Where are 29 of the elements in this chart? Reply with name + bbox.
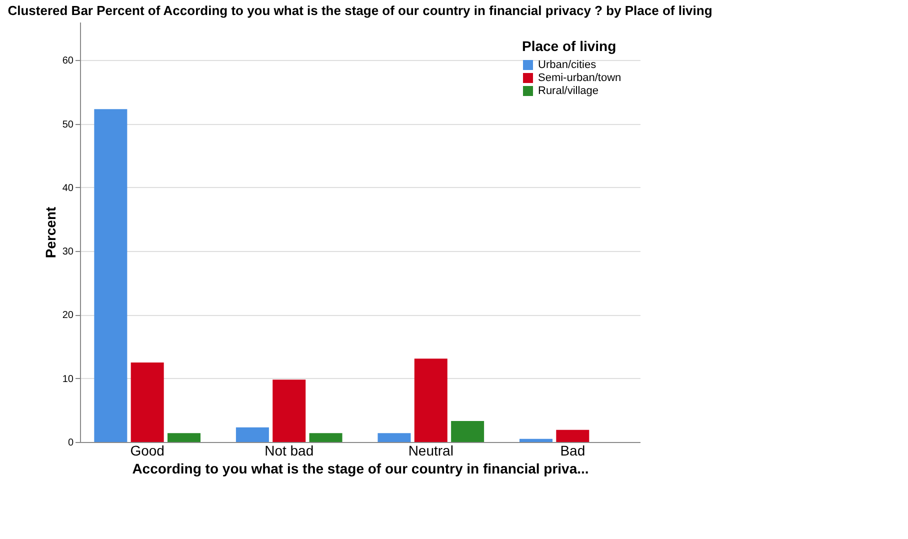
x-tick-label: Not bad (264, 442, 314, 458)
y-tick-label: 50 (62, 119, 74, 130)
bar (236, 427, 269, 442)
bar (556, 430, 590, 442)
legend-label: Semi-urban/town (538, 72, 622, 84)
y-axis-title: Percent (42, 206, 58, 258)
bar (272, 380, 306, 442)
bar (519, 438, 552, 442)
bar (451, 421, 484, 442)
bar (309, 433, 342, 442)
y-tick-label: 10 (62, 374, 74, 385)
bar (130, 362, 164, 442)
x-tick-label: Good (130, 442, 164, 458)
y-tick-label: 30 (62, 246, 74, 258)
bar (168, 433, 201, 442)
bar (94, 109, 128, 442)
x-tick-label: Neutral (408, 442, 454, 458)
legend-title: Place of living (522, 38, 616, 54)
legend-label: Rural/village (538, 85, 599, 97)
y-tick-label: 40 (62, 182, 74, 194)
y-tick-label: 0 (68, 438, 74, 448)
y-tick-label: 20 (62, 310, 74, 322)
x-axis-title: According to you what is the stage of our country in financial priva... (132, 460, 589, 476)
bar (378, 433, 411, 442)
bar (414, 358, 448, 442)
legend-label: Urban/cities (538, 59, 597, 71)
y-tick-label: 60 (62, 56, 74, 67)
chart-title: Clustered Bar Percent of According to you what is the stage of our country in financial privacy ? by Place of living (8, 3, 712, 18)
x-tick-label: Bad (560, 442, 586, 458)
